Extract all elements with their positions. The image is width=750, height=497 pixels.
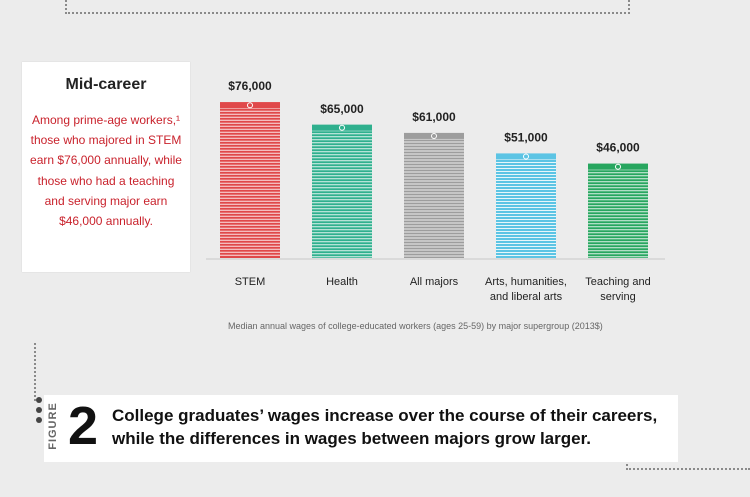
category-label: and liberal arts (490, 291, 563, 303)
category-label: Arts, humanities, (485, 276, 567, 288)
bar-rect (496, 153, 556, 258)
card-title: Mid-career (65, 76, 147, 93)
category-label: Teaching and (585, 276, 650, 288)
category-label: All majors (410, 276, 459, 288)
figure-title: College graduates’ wages increase over t… (112, 406, 658, 448)
bar-top-bill (496, 153, 556, 160)
decorative-dotted-border-right (626, 460, 750, 470)
figure-number: 2 (68, 396, 99, 456)
bar-1 (220, 102, 280, 258)
value-label: $65,000 (320, 102, 364, 116)
bar-top-bill (404, 132, 464, 139)
decorative-dotted-border-left (34, 343, 37, 401)
decorative-dots (36, 397, 42, 457)
bar-top-bill (220, 102, 280, 109)
category-label: Health (326, 276, 358, 288)
figure-label: FIGURE (47, 398, 67, 458)
value-label: $76,000 (228, 79, 272, 93)
value-label: $61,000 (412, 110, 456, 124)
bill-mark-icon (431, 132, 437, 139)
bar-chart: $76,000 STEM $65,000 Health $61,000 All major… (206, 79, 665, 303)
figure-label-text: FIGURE (46, 402, 59, 450)
value-label: $51,000 (504, 130, 548, 144)
bar-rect (588, 163, 648, 258)
bar-4 (496, 153, 556, 258)
value-label: $46,000 (596, 141, 640, 155)
figure-box (44, 395, 678, 462)
bar-3 (404, 132, 464, 258)
bill-mark-icon (523, 153, 529, 160)
bar-2 (312, 124, 372, 258)
bill-mark-icon (339, 124, 345, 131)
bar-5 (588, 163, 648, 258)
chart-caption: Median annual wages of college-educated … (228, 321, 603, 331)
bill-mark-icon (247, 102, 253, 109)
bar-rect (312, 124, 372, 258)
category-label: serving (600, 291, 635, 303)
bar-top-bill (312, 124, 372, 131)
mid-career-card: Mid-career Among prime-age workers,¹ tho… (22, 62, 190, 272)
bill-mark-icon (615, 163, 621, 170)
bar-top-bill (588, 163, 648, 170)
category-label: STEM (235, 276, 266, 288)
card-body: Among prime-age workers,¹ those who majo… (30, 113, 182, 229)
decorative-dotted-border-top (65, 0, 630, 14)
